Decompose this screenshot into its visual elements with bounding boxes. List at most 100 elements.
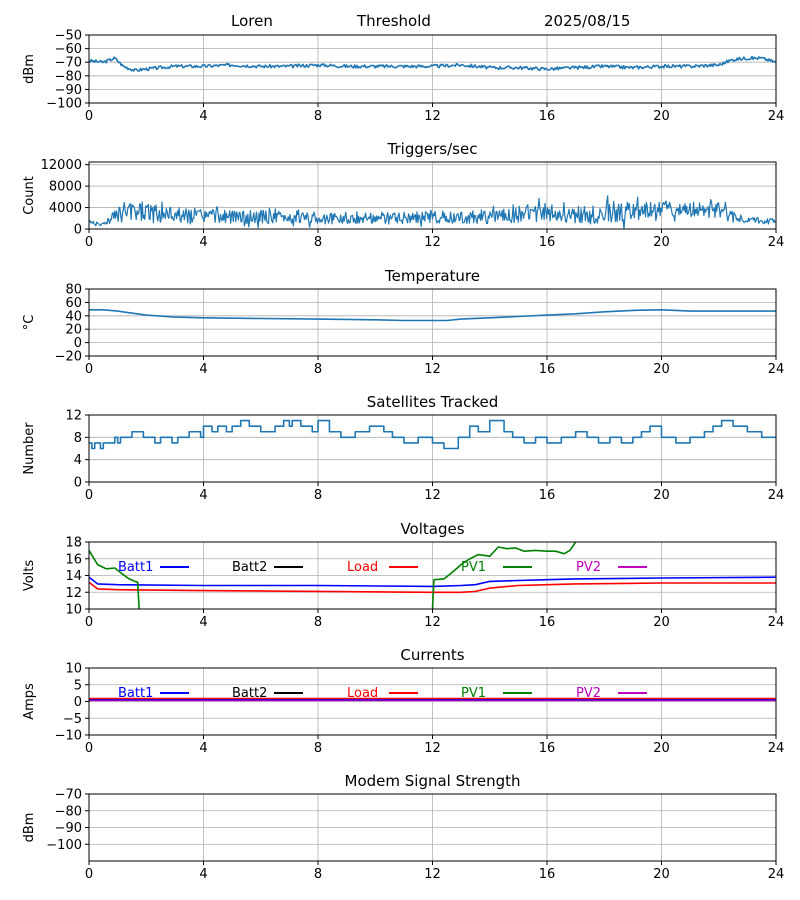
voltages-ytick-label: 14 (65, 569, 82, 584)
temperature-ylabel: °C (22, 315, 37, 331)
signal-ytick-label: −70 (55, 56, 82, 71)
signal-ytick-label: −50 (55, 29, 82, 44)
currents-ytick-label: −10 (55, 729, 82, 744)
voltages-legend-batt2: Batt2 (232, 560, 267, 575)
modem-xtick-label: 20 (653, 867, 670, 882)
station-name: Loren (231, 12, 273, 30)
signal-ytick-label: −80 (55, 69, 82, 84)
voltages-series (89, 542, 776, 609)
temperature-ytick-label: 20 (65, 323, 82, 338)
modem-ytick-label: −100 (46, 838, 82, 853)
currents-ytick-label: 5 (74, 678, 82, 693)
triggers-xtick-label: 24 (768, 235, 785, 250)
triggers-line-triggers (89, 195, 776, 229)
signal-xtick-label: 16 (539, 109, 556, 124)
voltages-xtick-label: 12 (424, 615, 441, 630)
triggers-ylabel: Count (22, 176, 37, 215)
voltages-line-pv1 (89, 542, 577, 609)
signal-chart: 0 4 8 12 16 20 24 −100−90−80−70−60−50 dBm (22, 29, 784, 125)
triggers-xtick-label: 16 (539, 235, 556, 250)
currents-xtick-label: 16 (539, 741, 556, 756)
triggers-xtick-label: 4 (199, 235, 207, 250)
temperature-series (89, 309, 776, 322)
modem-ytick-label: −70 (55, 788, 82, 803)
satellites-line-satellites (89, 419, 776, 450)
voltages-xtick-label: 4 (199, 615, 207, 630)
modem-xtick-label: 12 (424, 867, 441, 882)
modem-ytick-label: −90 (55, 821, 82, 836)
temperature-line-temperature (89, 309, 776, 322)
signal-series (89, 55, 776, 72)
temperature-xtick-label: 4 (199, 362, 207, 377)
currents-xtick-label: 0 (85, 741, 93, 756)
satellites-xtick-label: 4 (199, 488, 207, 503)
modem-xtick-label: 24 (768, 867, 785, 882)
currents-series (89, 697, 776, 702)
satellites-xtick-label: 8 (314, 488, 322, 503)
triggers-ytick-label: 8000 (49, 180, 82, 195)
satellites-xtick-label: 16 (539, 488, 556, 503)
signal-xtick-label: 8 (314, 109, 322, 124)
signal-xtick-label: 20 (653, 109, 670, 124)
temperature-xtick-label: 0 (85, 362, 93, 377)
date-label: 2025/08/15 (544, 12, 631, 30)
modem-xtick-label: 8 (314, 867, 322, 882)
voltages-xtick-label: 0 (85, 615, 93, 630)
satellites-ytick-label: 8 (74, 431, 82, 446)
voltages-legend-load: Load (347, 560, 378, 575)
currents-xtick-label: 24 (768, 741, 785, 756)
voltages-ytick-label: 12 (65, 586, 82, 601)
voltages-ylabel: Volts (22, 560, 37, 592)
signal-ytick-label: −60 (55, 42, 82, 57)
satellites-ylabel: Number (22, 422, 37, 475)
satellites-xtick-label: 0 (85, 488, 93, 503)
triggers-series (89, 195, 776, 229)
currents-xtick-label: 8 (314, 741, 322, 756)
satellites-series (89, 419, 776, 450)
modem-title: Modem Signal Strength (345, 772, 521, 790)
satellites-chart: 0 4 8 12 16 20 24 0 4 8 12 Satellites Tracked Number (22, 393, 784, 503)
mode-label: Threshold (357, 12, 431, 30)
temperature-ytick-label: 80 (65, 283, 82, 298)
currents-ytick-label: 0 (74, 695, 82, 710)
signal-xtick-label: 24 (768, 109, 785, 124)
temperature-ytick-label: −20 (55, 350, 82, 365)
currents-ytick-label: 10 (65, 662, 82, 677)
voltages-legend-pv1: PV1 (461, 560, 486, 575)
voltages-xtick-label: 16 (539, 615, 556, 630)
signal-ytick-label: −90 (55, 83, 82, 98)
temperature-xtick-label: 20 (653, 362, 670, 377)
satellites-ytick-label: 0 (74, 476, 82, 491)
modem-ytick-label: −80 (55, 804, 82, 819)
temperature-xtick-label: 24 (768, 362, 785, 377)
modem-xtick-label: 0 (85, 867, 93, 882)
satellites-ytick-label: 4 (74, 453, 82, 468)
triggers-ytick-label: 12000 (41, 158, 82, 173)
satellites-ytick-label: 12 (65, 409, 82, 424)
temperature-ytick-label: 60 (65, 296, 82, 311)
triggers-ytick-label: 4000 (49, 201, 82, 216)
satellites-xtick-label: 20 (653, 488, 670, 503)
voltages-xtick-label: 20 (653, 615, 670, 630)
satellites-xtick-label: 24 (768, 488, 785, 503)
satellites-title: Satellites Tracked (367, 393, 498, 411)
currents-xtick-label: 12 (424, 741, 441, 756)
voltages-legend-pv2: PV2 (576, 560, 601, 575)
signal-ytick-label: −100 (46, 97, 82, 112)
voltages-ytick-label: 16 (65, 552, 82, 567)
currents-legend-batt1: Batt1 (118, 686, 153, 701)
voltages-ytick-label: 10 (65, 603, 82, 618)
voltages-line-batt1 (89, 576, 776, 588)
voltages-xtick-label: 24 (768, 615, 785, 630)
modem-xtick-label: 16 (539, 867, 556, 882)
triggers-xtick-label: 8 (314, 235, 322, 250)
triggers-xtick-label: 20 (653, 235, 670, 250)
currents-legend-pv2: PV2 (576, 686, 601, 701)
currents-legend-pv1: PV1 (461, 686, 486, 701)
voltages-line-load (89, 581, 776, 594)
currents-xtick-label: 20 (653, 741, 670, 756)
